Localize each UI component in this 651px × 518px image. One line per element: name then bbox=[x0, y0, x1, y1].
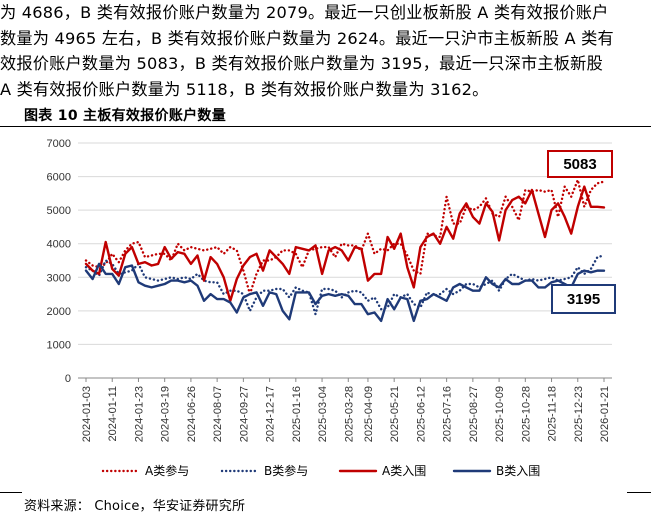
legend-label: A类入围 bbox=[382, 464, 426, 478]
x-tick-label: 2024-08-07 bbox=[212, 386, 224, 442]
paragraph-line-2: 数量为 4965 左右，B 类有效报价账户数量为 2624。最近一只沪市主板新股… bbox=[0, 28, 614, 48]
x-tick-label: 2025-08-27 bbox=[468, 386, 480, 442]
x-tick-label: 2025-11-18 bbox=[547, 386, 559, 441]
paragraph-line-4: A 类有效报价账户数量为 5118，B 类有效报价账户数量为 3162。 bbox=[0, 79, 489, 99]
figure-title: 图表 10 主板有效报价账户数量 bbox=[24, 108, 227, 124]
figure-title-rule bbox=[0, 126, 651, 127]
y-tick-label: 5000 bbox=[47, 205, 71, 217]
x-tick-label: 2025-03-04 bbox=[317, 386, 329, 442]
x-tick-label: 2025-01-16 bbox=[291, 386, 303, 442]
x-tick-label: 2024-01-23 bbox=[133, 386, 145, 442]
x-tick-label: 2025-06-12 bbox=[415, 386, 427, 442]
paragraph-line-1: 为 4686，B 类有效报价账户数量为 2079。最近一只创业板新股 A 类有效… bbox=[0, 3, 609, 22]
x-tick-label: 2025-12-23 bbox=[573, 386, 585, 442]
x-tick-label: 2025-03-28 bbox=[343, 386, 355, 442]
legend-label: A类参与 bbox=[145, 463, 189, 478]
x-tick-label: 2024-09-27 bbox=[238, 386, 250, 442]
source-note: 资料来源： Choice，华安证券研究所 bbox=[24, 499, 246, 514]
series-line-2 bbox=[84, 185, 606, 303]
x-tick-label: 2024-06-26 bbox=[186, 386, 198, 442]
y-tick-label: 2000 bbox=[47, 306, 71, 318]
series-line-3 bbox=[84, 262, 606, 323]
footer-rule-right bbox=[627, 492, 651, 493]
chart-series-lines bbox=[84, 178, 606, 323]
x-tick-label: 2026-01-21 bbox=[599, 386, 611, 442]
chart-gridlines bbox=[78, 142, 612, 379]
callout-box bbox=[547, 150, 613, 178]
x-tick-label: 2025-04-09 bbox=[363, 386, 375, 442]
y-tick-label: 7000 bbox=[47, 138, 71, 150]
body-paragraph: 为 4686，B 类有效报价账户数量为 2079。最近一只创业板新股 A 类有效… bbox=[0, 0, 651, 102]
x-tick-label: 2025-07-16 bbox=[442, 386, 454, 442]
x-tick-label: 2025-10-28 bbox=[520, 386, 532, 442]
x-tick-label: 2024-01-11 bbox=[107, 386, 119, 441]
y-tick-label: 0 bbox=[65, 373, 71, 385]
footer-rule-left bbox=[0, 492, 22, 493]
x-tick-label: 2024-03-19 bbox=[160, 386, 172, 442]
x-axis: 2024-01-03 2024-01-11 2024-01-23 2024-03-19… bbox=[81, 378, 611, 442]
x-tick-label: 2025-10-09 bbox=[494, 386, 506, 442]
chart-legend: A类参与 B类参与 A类入围 B类入围 bbox=[101, 463, 540, 478]
callout-label: 5083 bbox=[563, 156, 596, 173]
paragraph-line-3: 效报价账户数量为 5083，B 类有效报价账户数量为 3195，最近一只深市主板… bbox=[0, 54, 603, 73]
y-axis-ticks: 0 1000 2000 3000 4000 5000 6000 7000 bbox=[47, 138, 71, 385]
x-tick-label: 2025-05-21 bbox=[389, 386, 401, 442]
callout-box bbox=[551, 284, 616, 314]
callout-label: 3195 bbox=[567, 291, 600, 308]
legend-label: B类入围 bbox=[496, 464, 540, 478]
y-tick-label: 3000 bbox=[47, 272, 71, 284]
x-tick-label: 2024-01-03 bbox=[81, 386, 93, 442]
legend-label: B类参与 bbox=[264, 463, 308, 478]
chart-callouts: 5083 3195 bbox=[547, 150, 616, 314]
line-chart: 0 1000 2000 3000 4000 5000 6000 7000 2024-01-03… bbox=[47, 138, 616, 478]
y-tick-label: 1000 bbox=[47, 339, 71, 351]
y-tick-label: 6000 bbox=[47, 172, 71, 184]
x-tick-label: 2024-12-17 bbox=[265, 386, 277, 442]
y-tick-label: 4000 bbox=[47, 239, 71, 251]
